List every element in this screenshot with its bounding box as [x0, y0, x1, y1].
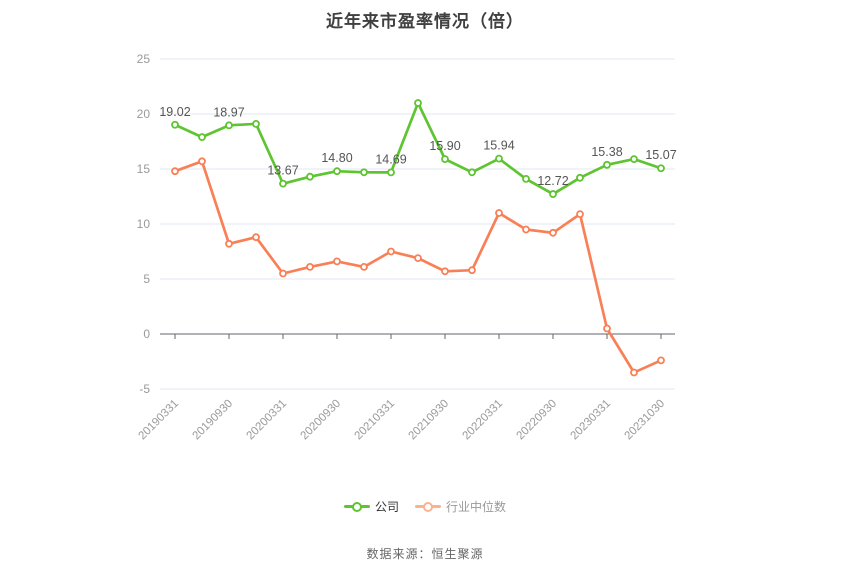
data-point-marker[interactable]	[306, 172, 314, 181]
data-point-marker[interactable]	[603, 160, 611, 169]
y-axis-label: 25	[137, 52, 151, 66]
data-point-marker[interactable]	[468, 266, 476, 275]
data-point-marker[interactable]	[657, 164, 665, 173]
chart-title: 近年来市盈率情况（倍）	[326, 12, 524, 31]
data-point-marker[interactable]	[414, 99, 422, 107]
data-point-marker[interactable]	[252, 120, 260, 128]
data-point-marker[interactable]	[441, 267, 449, 276]
x-axis-label: 20190331	[136, 398, 181, 443]
data-point-marker[interactable]	[198, 157, 206, 166]
data-point-marker[interactable]	[225, 121, 233, 130]
legend-label-company: 公司	[374, 500, 399, 514]
data-point-marker[interactable]	[279, 179, 287, 188]
chart-legend: 公司 行业中位数	[0, 498, 850, 515]
series-line-公司	[173, 101, 663, 196]
data-point-marker[interactable]	[387, 168, 395, 177]
data-point-label: 15.94	[483, 139, 514, 153]
data-point-marker[interactable]	[495, 154, 503, 163]
data-point-marker[interactable]	[171, 167, 179, 176]
data-point-marker[interactable]	[279, 269, 287, 278]
y-axis-label: 10	[137, 217, 151, 231]
data-point-marker[interactable]	[576, 210, 584, 219]
data-point-marker[interactable]	[630, 368, 638, 377]
data-point-marker[interactable]	[630, 155, 638, 164]
y-axis-label: -5	[139, 382, 150, 396]
data-point-marker[interactable]	[549, 190, 557, 198]
y-axis-label: 5	[143, 272, 150, 286]
data-point-marker[interactable]	[495, 209, 503, 217]
x-axis-label: 20230331	[568, 398, 613, 443]
data-point-marker[interactable]	[225, 239, 233, 248]
data-point-marker[interactable]	[252, 233, 260, 242]
data-point-label: 15.90	[429, 139, 460, 153]
data-point-marker[interactable]	[549, 228, 557, 237]
series-line-行业中位数	[173, 159, 663, 374]
legend-label-industry-median: 行业中位数	[446, 500, 507, 514]
data-source-note: 数据来源：恒生聚源	[366, 547, 484, 561]
data-point-marker[interactable]	[306, 262, 314, 271]
legend-item-company[interactable]: 公司	[343, 498, 399, 515]
data-point-label: 14.80	[321, 151, 352, 165]
x-axis-label: 20220930	[514, 398, 559, 443]
data-point-marker[interactable]	[171, 120, 179, 129]
data-point-marker[interactable]	[387, 247, 395, 256]
data-point-marker[interactable]	[414, 254, 422, 263]
data-point-marker[interactable]	[603, 324, 611, 333]
line-circle-marker-icon	[415, 501, 441, 512]
data-point-marker[interactable]	[657, 356, 665, 365]
line-circle-marker-icon	[343, 501, 370, 512]
data-point-marker[interactable]	[576, 173, 584, 182]
data-point-marker[interactable]	[522, 174, 530, 183]
x-axis-label: 20210930	[406, 398, 451, 443]
data-point-marker[interactable]	[522, 225, 530, 234]
x-axis-label: 20231030	[622, 398, 667, 443]
y-axis-label: 0	[143, 327, 150, 341]
x-axis-label: 20190930	[190, 398, 235, 443]
x-axis-label: 20200331	[244, 398, 289, 443]
data-point-marker[interactable]	[441, 155, 449, 164]
x-axis-label: 20200930	[298, 398, 343, 443]
data-point-label: 15.07	[645, 148, 676, 162]
data-point-label: 15.38	[591, 145, 622, 159]
data-point-label: 19.02	[159, 105, 190, 119]
x-axis-label: 20210331	[352, 398, 397, 443]
data-point-label: 13.67	[267, 164, 298, 178]
data-point-label: 12.72	[537, 174, 568, 188]
x-axis-label: 20220331	[460, 398, 505, 443]
y-axis-label: 20	[137, 107, 151, 121]
y-axis-label: 15	[137, 162, 151, 176]
data-point-marker[interactable]	[360, 168, 368, 177]
data-point-marker[interactable]	[468, 168, 476, 177]
data-point-label: 18.97	[213, 105, 244, 119]
data-point-label: 14.69	[375, 152, 406, 166]
legend-item-industry-median[interactable]: 行业中位数	[415, 498, 506, 515]
data-point-marker[interactable]	[198, 133, 206, 142]
data-point-marker[interactable]	[360, 262, 368, 271]
data-point-marker[interactable]	[333, 167, 341, 176]
data-point-marker[interactable]	[333, 257, 341, 266]
